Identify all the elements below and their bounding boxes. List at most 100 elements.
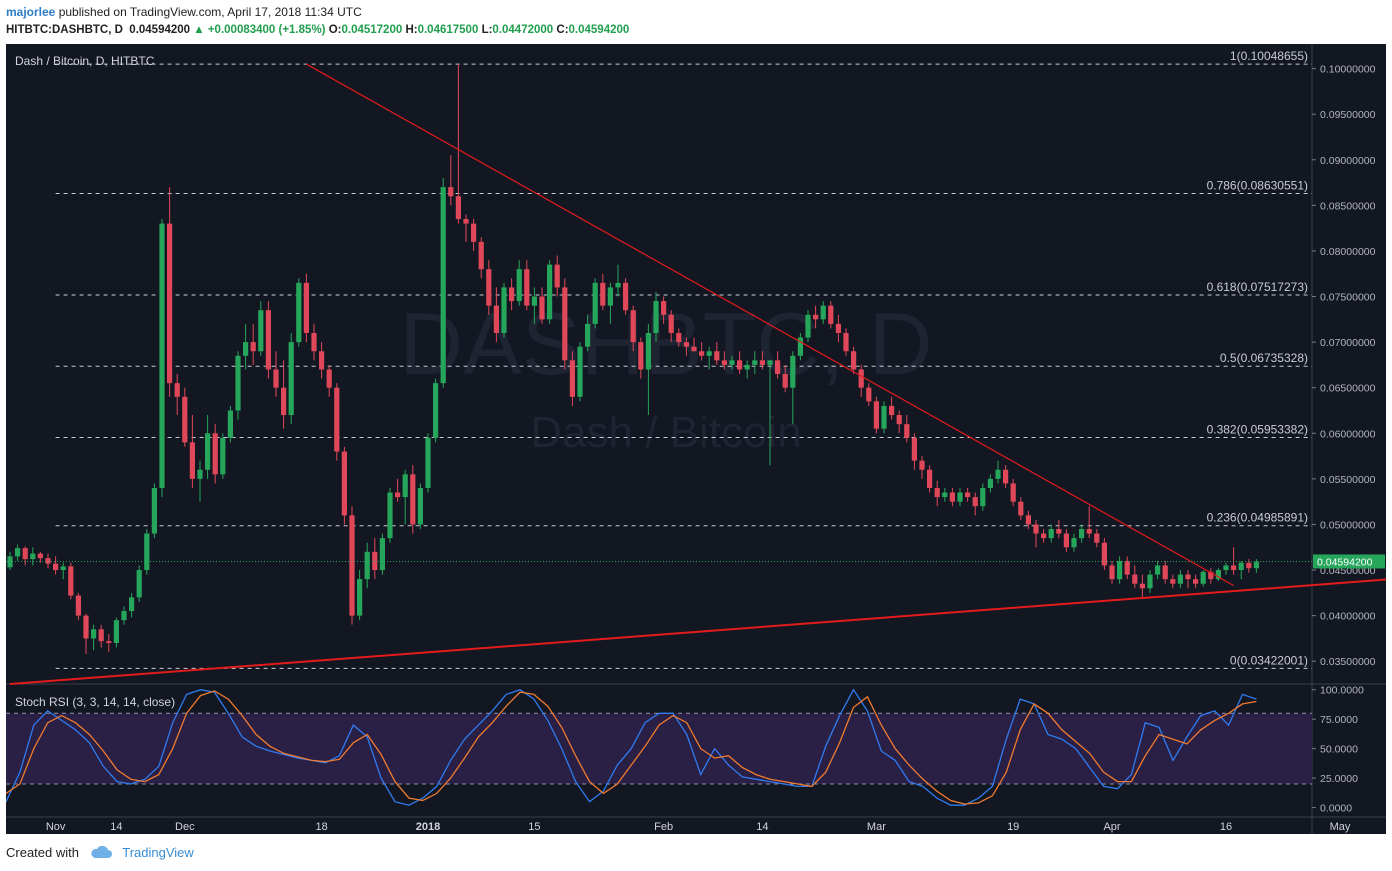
candle-down [493,305,499,334]
tradingview-brand[interactable]: TradingView [122,845,194,860]
candle-up [547,264,553,320]
candle-up [585,323,591,347]
candle-up [288,342,294,416]
candle-up [60,566,66,571]
price-tick-label: 0.03500000 [1320,656,1376,668]
fib-level-label: 0(0.03422001) [1230,653,1308,667]
candle-down [486,269,492,306]
candle-down [676,333,682,343]
candle-down [106,641,112,643]
candle-down [303,282,309,334]
close-label: C: [556,24,569,36]
candle-up [501,287,507,334]
candle-up [227,410,233,438]
candle-down [721,360,727,365]
candle-down [1162,565,1168,580]
x-axis-label: Apr [1103,821,1120,833]
fib-level-label: 0.5(0.06735328) [1220,351,1308,365]
candle-down [661,301,667,315]
close-value: 0.04594200 [568,24,630,36]
author-link[interactable]: majorlee [6,5,56,19]
candle-down [334,387,340,452]
candle-up [379,538,385,571]
candle-down [714,351,720,361]
candle-up [957,492,963,502]
open-label: O: [328,24,342,36]
candle-up [1147,574,1153,589]
last-price-label: 0.04594200 [1317,556,1373,568]
candle-down [775,360,781,375]
stoch-tick-label: 0.0000 [1320,803,1352,815]
high-value: 0.04617500 [417,24,479,36]
candle-up [387,492,393,539]
candle-down [273,369,279,388]
candle-up [1200,571,1206,584]
x-axis-label: May [1330,821,1351,833]
candle-up [121,611,127,621]
candle-down [1010,483,1016,502]
candle-up [440,187,446,384]
fib-level-label: 0.382(0.05953382) [1207,423,1308,437]
candle-down [1025,515,1031,525]
candle-down [1056,529,1062,534]
chart-title: Dash / Bitcoin, D, HITBTC [15,54,155,68]
candle-down [638,342,644,370]
candle-down [600,282,606,306]
candle-down [1003,469,1009,484]
x-axis-label: Dec [175,821,195,833]
price-tick-label: 0.09500000 [1320,109,1376,121]
candle-up [987,478,993,488]
candle-up [729,360,735,365]
candle-up [30,553,36,560]
candle-down [349,515,355,616]
x-axis-label: Mar [867,821,886,833]
chart-frame[interactable]: DASHBTC, D Dash / Bitcoin 0.10000000 0.0950… [6,44,1386,834]
stoch-series-k [6,688,1257,806]
candle-down [1132,574,1138,584]
candle-up [1253,561,1259,569]
candle-down [1170,579,1176,584]
candle-down [904,424,910,438]
candle-down [919,460,925,470]
candle-up [531,296,537,306]
candle-down [737,360,743,370]
candle-down [889,405,895,416]
candle-down [843,333,849,352]
candle-down [182,396,188,443]
candle-down [471,223,477,242]
candle-down [851,351,857,370]
candle-up [258,310,264,352]
candle-down [782,374,788,388]
candle-up [881,405,887,429]
x-axis-label: 18 [315,821,327,833]
candle-up [1155,565,1161,575]
x-axis-label: 16 [1220,821,1232,833]
candle-down [53,563,59,571]
candle-up [516,269,522,302]
candle-down [1208,571,1214,580]
stoch-tick-label: 25.0000 [1320,773,1358,785]
open-value: 0.04517200 [341,24,403,36]
trendline-descending [306,63,1234,587]
price-tick-label: 0.06500000 [1320,383,1376,395]
candle-up [1238,562,1244,571]
candle-up [91,629,97,639]
candle-down [212,433,218,475]
x-axis-label: 14 [756,821,768,833]
candle-up [136,570,142,598]
candle-down [759,360,765,365]
candle-up [417,487,423,525]
stoch-tick-label: 100.0000 [1320,685,1364,697]
candle-down [972,497,978,507]
candle-up [235,355,241,411]
x-axis-label: 19 [1007,821,1019,833]
tradingview-cloud-icon [90,845,112,858]
candle-down [75,595,81,616]
candle-up [980,487,986,507]
high-label: H: [405,24,418,36]
candle-up [357,579,363,616]
candle-up [205,433,211,470]
candle-up [790,355,796,388]
x-axis-label: 14 [110,821,122,833]
